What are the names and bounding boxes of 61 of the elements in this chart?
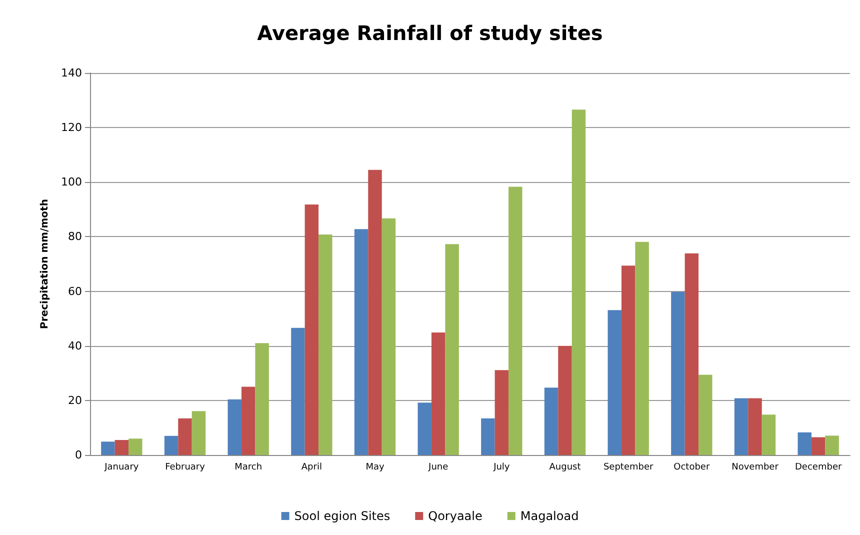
bar [825,436,839,455]
legend-label: Sool egion Sites [294,509,390,523]
bar [228,399,242,455]
x-tick-label: April [301,462,322,472]
x-tick-label: October [674,462,710,472]
y-tick-label: 20 [68,394,82,407]
bar [481,418,495,455]
bar [734,398,748,455]
bar [572,110,586,455]
bar [494,370,509,455]
bar [101,442,115,455]
x-tick-label: May [366,462,385,472]
bar [811,437,826,455]
legend-label: Magaload [520,509,579,523]
bar [558,346,572,455]
x-tick-label: November [732,462,779,472]
x-tick-label: July [492,462,510,472]
bar [445,244,459,455]
bar [418,402,432,455]
x-tick-label: March [234,462,262,472]
bar [608,310,622,455]
bar [318,234,332,455]
bar [114,440,129,455]
bar [368,170,382,455]
y-axis-title: Precipitation mm/moth [40,199,50,329]
bar [635,242,649,455]
bar [382,218,396,455]
bar [431,332,446,455]
y-tick-label: 80 [68,230,82,244]
x-tick-label: June [428,462,449,472]
x-tick-label: August [549,462,582,472]
bar [192,411,206,455]
bar [544,388,558,455]
x-tick-label: January [104,462,140,472]
bar [354,229,368,455]
chart-title: Average Rainfall of study sites [257,21,603,45]
y-tick-label: 60 [68,284,82,298]
bar [304,204,319,455]
bar [798,432,812,455]
x-tick-label: September [603,462,654,472]
bar [621,266,636,455]
x-tick-label: February [165,462,206,472]
legend-label: Qoryaale [428,509,482,523]
y-tick-label: 0 [75,448,82,462]
x-tick-label: December [794,462,842,472]
y-tick-label: 120 [61,121,82,134]
bar [178,418,192,455]
bar [164,436,178,455]
bar [748,398,762,455]
y-tick-label: 40 [68,339,82,352]
bar [671,292,685,455]
y-tick-label: 140 [61,66,82,80]
bar [762,414,776,455]
bar [684,253,699,455]
bar [255,343,269,455]
bar [698,374,712,455]
bar [128,438,142,455]
y-tick-label: 100 [61,176,82,189]
bar [508,186,522,455]
bar [291,328,305,455]
bar [241,386,256,455]
